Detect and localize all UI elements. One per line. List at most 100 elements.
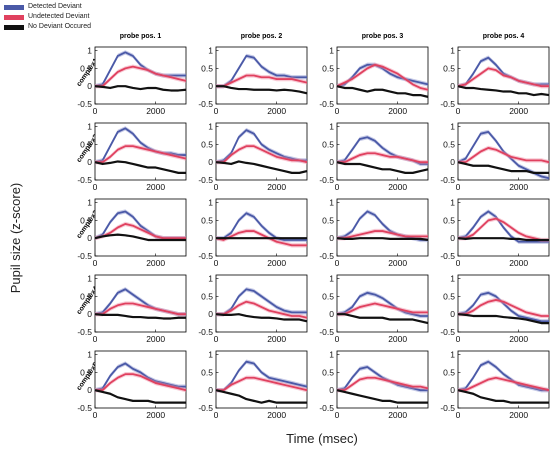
legend-label-no-deviant: No Deviant Occured	[28, 23, 92, 30]
panel-frame	[94, 198, 187, 257]
y-tick-label: 1	[87, 350, 92, 360]
series-line-no-deviant-occured	[336, 85, 429, 98]
y-tick-label: 0	[450, 81, 455, 91]
y-tick-label: 0.5	[201, 215, 213, 225]
y-tick-label: 1	[329, 274, 334, 284]
y-tick-label: 0.5	[443, 291, 455, 301]
panel-complex5-col-1: -0.500.510 2000	[77, 350, 187, 420]
series-line-undetected-deviant	[95, 373, 187, 392]
x-tick-label: 2000	[267, 258, 286, 268]
series-line-no-deviant-occured	[336, 237, 429, 242]
y-tick-label: -0.5	[440, 175, 455, 185]
series-line-detected-deviant	[216, 360, 308, 392]
y-tick-label: 1	[329, 198, 334, 208]
series-line-detected-deviant	[457, 360, 549, 392]
series-line-detected-deviant	[457, 210, 549, 243]
y-tick-label: 0	[208, 157, 213, 167]
y-tick-label: 0.5	[201, 139, 213, 149]
series-line-detected-deviant	[336, 291, 428, 317]
x-tick-label: 2000	[509, 334, 528, 344]
series-line-undetected-deviant	[458, 299, 549, 317]
series-line-undetected-deviant	[216, 145, 308, 164]
panel-complex4-col-1: -0.500.510 2000	[77, 274, 187, 344]
x-tick-label: 2000	[388, 258, 407, 268]
y-tick-label: 0	[87, 157, 92, 167]
y-tick-label: 1	[208, 46, 213, 56]
y-tick-label: 1	[450, 350, 455, 360]
y-tick-label: -0.5	[77, 99, 92, 109]
y-tick-label: 0	[87, 233, 92, 243]
y-tick-label: 0	[208, 385, 213, 395]
y-tick-label: 0	[329, 309, 334, 319]
x-tick-label: 0	[214, 182, 219, 192]
y-tick-label: -0.5	[198, 251, 213, 261]
series-line-detected-deviant	[216, 55, 307, 88]
x-tick-label: 2000	[509, 106, 528, 116]
y-tick-label: 1	[208, 274, 213, 284]
y-tick-label: 1	[87, 46, 92, 56]
x-tick-label: 0	[335, 182, 340, 192]
series-line-no-deviant-occured	[94, 233, 186, 242]
y-tick-label: 0.5	[443, 367, 455, 377]
series-line-detected-deviant	[216, 212, 307, 241]
panel-complex2-col-2: -0.500.510 2000	[198, 122, 308, 192]
y-tick-label: 0.5	[80, 367, 92, 377]
y-tick-label: 1	[329, 122, 334, 132]
band-undetected-deviant	[216, 73, 307, 89]
y-tick-label: 0.5	[80, 291, 92, 301]
x-tick-label: 0	[93, 182, 98, 192]
legend-item-detected: Detected Deviant	[4, 2, 91, 12]
panel-complex1-col-4: -0.500.510 2000	[440, 46, 550, 116]
y-tick-label: 0.5	[201, 291, 213, 301]
y-tick-label: 0.5	[322, 63, 334, 73]
y-tick-label: 0	[450, 157, 455, 167]
x-tick-label: 0	[214, 334, 219, 344]
series-line-no-deviant-occured	[215, 389, 307, 404]
y-tick-label: 0.5	[80, 139, 92, 149]
y-tick-label: 0.5	[443, 63, 455, 73]
x-tick-label: 2000	[267, 106, 286, 116]
panel-complex5-col-3: -0.500.510 2000	[319, 350, 429, 420]
y-tick-label: -0.5	[440, 403, 455, 413]
x-tick-label: 2000	[509, 410, 528, 420]
x-tick-label: 2000	[509, 258, 528, 268]
x-tick-label: 0	[93, 258, 98, 268]
y-tick-label: -0.5	[77, 327, 92, 337]
series-line-undetected-deviant	[458, 147, 550, 164]
y-tick-label: 0	[329, 233, 334, 243]
series-line-detected-deviant	[336, 63, 429, 88]
series-line-undetected-deviant	[458, 217, 549, 241]
series-line-no-deviant-occured	[94, 313, 186, 320]
band-detected-deviant	[458, 129, 549, 181]
legend: Detected Deviant Undetected Deviant No D…	[4, 2, 91, 32]
series-line-undetected-deviant	[95, 302, 186, 316]
y-tick-label: 0	[87, 385, 92, 395]
series-line-undetected-deviant	[216, 74, 308, 88]
panel-complex2-col-1: -0.500.510 2000	[77, 122, 187, 192]
x-tick-label: 2000	[146, 182, 165, 192]
x-tick-label: 2000	[267, 334, 286, 344]
y-tick-label: 1	[208, 198, 213, 208]
x-tick-label: 0	[93, 410, 98, 420]
y-tick-label: -0.5	[319, 99, 334, 109]
y-tick-label: 1	[450, 122, 455, 132]
x-tick-label: 2000	[388, 106, 407, 116]
y-tick-label: 0.5	[201, 63, 213, 73]
y-tick-label: -0.5	[319, 175, 334, 185]
series-line-detected-deviant	[94, 127, 186, 164]
x-tick-label: 2000	[509, 182, 528, 192]
series-line-detected-deviant	[216, 288, 307, 316]
panel-frame	[336, 274, 429, 333]
legend-item-no-deviant: No Deviant Occured	[4, 22, 91, 32]
panel-complex2-col-3: -0.500.510 2000	[319, 122, 429, 192]
column-title-2: probe pos. 2	[241, 33, 283, 40]
y-tick-label: 0	[329, 385, 334, 395]
series-line-detected-deviant	[94, 362, 186, 392]
y-tick-label: 1	[329, 350, 334, 360]
series-line-no-deviant-occured	[457, 237, 549, 242]
y-tick-label: 0	[450, 309, 455, 319]
panel-frame	[336, 122, 429, 181]
y-tick-label: 0	[87, 309, 92, 319]
x-tick-label: 2000	[146, 410, 165, 420]
